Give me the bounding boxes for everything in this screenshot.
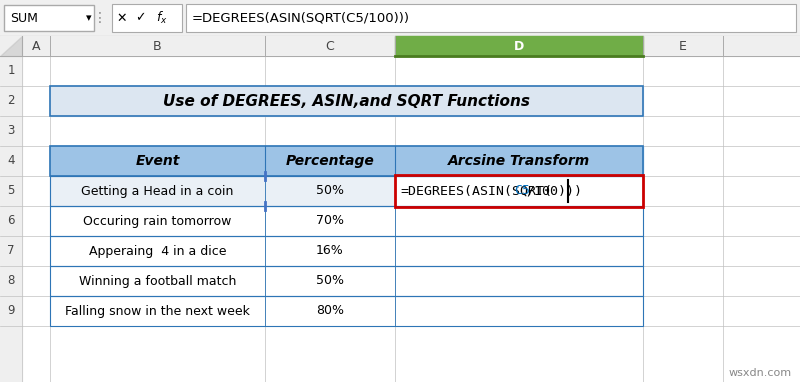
Text: E: E [679, 39, 687, 52]
Bar [0, 36, 22, 382]
Text: Percentage: Percentage [286, 154, 374, 168]
Bar [50, 146, 265, 176]
Text: Event: Event [135, 154, 180, 168]
Bar [50, 266, 643, 296]
Text: ✕: ✕ [117, 11, 127, 24]
Text: B: B [153, 39, 162, 52]
Text: 2: 2 [7, 94, 14, 107]
Text: 9: 9 [7, 304, 14, 317]
Bar [50, 176, 395, 206]
Text: A: A [32, 39, 40, 52]
Text: ▾: ▾ [86, 13, 92, 23]
Bar [112, 4, 182, 32]
Text: 1: 1 [7, 65, 14, 78]
Text: wsxdn.com: wsxdn.com [729, 368, 792, 378]
Bar [0, 0, 800, 36]
Text: 16%: 16% [316, 244, 344, 257]
Text: 5: 5 [7, 185, 14, 197]
Text: ✓: ✓ [134, 11, 146, 24]
Bar [265, 146, 395, 176]
Text: /100))): /100))) [526, 185, 582, 197]
Text: $f_x$: $f_x$ [156, 10, 168, 26]
Bar [186, 4, 796, 32]
Text: 80%: 80% [316, 304, 344, 317]
Text: Getting a Head in a coin: Getting a Head in a coin [82, 185, 234, 197]
Bar [395, 36, 643, 56]
Bar [50, 176, 643, 206]
Bar [50, 86, 643, 116]
Bar [50, 146, 643, 176]
Text: SUM: SUM [10, 11, 38, 24]
Bar [0, 36, 800, 56]
Text: Apperaing  4 in a dice: Apperaing 4 in a dice [89, 244, 226, 257]
Text: 3: 3 [7, 125, 14, 138]
Text: Winning a football match: Winning a football match [79, 275, 236, 288]
Bar [395, 175, 643, 207]
Text: C5: C5 [514, 185, 530, 197]
Polygon shape [0, 36, 22, 56]
Text: Occuring rain tomorrow: Occuring rain tomorrow [83, 215, 232, 228]
Bar [395, 146, 643, 176]
Text: C: C [326, 39, 334, 52]
Text: 7: 7 [7, 244, 14, 257]
Text: ⋮: ⋮ [93, 11, 107, 25]
Bar [50, 236, 643, 266]
Bar [4, 5, 94, 31]
Text: 50%: 50% [316, 185, 344, 197]
Bar [50, 86, 643, 116]
Text: =DEGREES(ASIN(SQRT(: =DEGREES(ASIN(SQRT( [400, 185, 552, 197]
Text: 6: 6 [7, 215, 14, 228]
Text: 70%: 70% [316, 215, 344, 228]
Text: 50%: 50% [316, 275, 344, 288]
Text: 4: 4 [7, 154, 14, 167]
Text: Falling snow in the next week: Falling snow in the next week [65, 304, 250, 317]
Text: 8: 8 [7, 275, 14, 288]
Bar [50, 296, 643, 326]
Bar [50, 206, 643, 236]
Text: D: D [514, 39, 524, 52]
Text: =DEGREES(ASIN(SQRT(C5/100))): =DEGREES(ASIN(SQRT(C5/100))) [192, 11, 410, 24]
Text: Use of DEGREES, ASIN,and SQRT Functions: Use of DEGREES, ASIN,and SQRT Functions [163, 94, 530, 108]
Text: Arcsine Transform: Arcsine Transform [448, 154, 590, 168]
